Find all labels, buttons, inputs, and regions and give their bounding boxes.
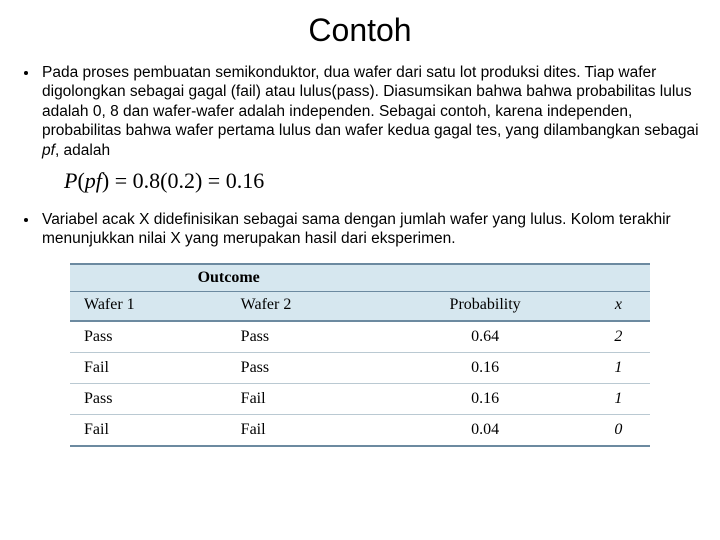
cell-w2: Fail <box>227 414 384 446</box>
cell-x: 2 <box>583 321 650 353</box>
cell-w2: Pass <box>227 321 384 353</box>
header-probability: Probability <box>383 291 583 321</box>
outcome-label: Outcome <box>70 264 383 292</box>
header-wafer1: Wafer 1 <box>70 291 227 321</box>
header-wafer2: Wafer 2 <box>227 291 384 321</box>
paragraph-1-text-b: , adalah <box>55 142 110 159</box>
table-group-header: Outcome <box>70 264 650 292</box>
cell-prob: 0.04 <box>383 414 583 446</box>
eq-equals: = <box>109 168 132 193</box>
bullet-item-1: Pada proses pembuatan semikonduktor, dua… <box>20 63 700 160</box>
cell-w1: Fail <box>70 352 227 383</box>
table-row: Pass Fail 0.16 1 <box>70 383 650 414</box>
header-x: x <box>583 291 650 321</box>
paragraph-1: Pada proses pembuatan semikonduktor, dua… <box>42 63 700 160</box>
header-blank-prob <box>383 264 583 292</box>
eq-rhs: 0.8(0.2) = 0.16 <box>133 168 265 193</box>
cell-x: 1 <box>583 383 650 414</box>
paragraph-2: Variabel acak X didefinisikan sebagai sa… <box>42 210 700 249</box>
cell-w1: Pass <box>70 321 227 353</box>
cell-x: 1 <box>583 352 650 383</box>
table-row: Pass Pass 0.64 2 <box>70 321 650 353</box>
cell-w1: Fail <box>70 414 227 446</box>
paragraph-1-pf: pf <box>42 142 55 159</box>
equation: P(pf) = 0.8(0.2) = 0.16 <box>64 168 700 194</box>
outcome-table-wrap: Outcome Wafer 1 Wafer 2 Probability x Pa… <box>70 263 650 447</box>
table-header-row: Wafer 1 Wafer 2 Probability x <box>70 291 650 321</box>
cell-prob: 0.16 <box>383 383 583 414</box>
cell-w2: Fail <box>227 383 384 414</box>
table-row: Fail Pass 0.16 1 <box>70 352 650 383</box>
bullet-dot <box>24 218 28 222</box>
slide-title: Contoh <box>20 12 700 49</box>
bullet-item-2: Variabel acak X didefinisikan sebagai sa… <box>20 210 700 249</box>
table-row: Fail Fail 0.04 0 <box>70 414 650 446</box>
eq-arg: pf <box>85 168 102 193</box>
cell-prob: 0.16 <box>383 352 583 383</box>
outcome-table: Outcome Wafer 1 Wafer 2 Probability x Pa… <box>70 263 650 447</box>
header-blank-x <box>583 264 650 292</box>
eq-open: ( <box>77 168 84 193</box>
paragraph-1-text-a: Pada proses pembuatan semikonduktor, dua… <box>42 64 699 139</box>
cell-w2: Pass <box>227 352 384 383</box>
cell-x: 0 <box>583 414 650 446</box>
bullet-dot <box>24 71 28 75</box>
eq-P: P <box>64 168 77 193</box>
cell-w1: Pass <box>70 383 227 414</box>
cell-prob: 0.64 <box>383 321 583 353</box>
